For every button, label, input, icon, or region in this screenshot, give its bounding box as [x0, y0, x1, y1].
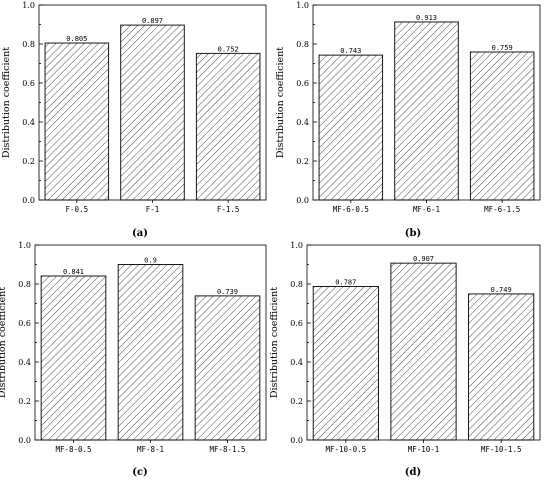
y-tick-label: 0.0 — [290, 436, 303, 445]
bar — [312, 286, 379, 441]
y-tick-label: 0.6 — [296, 79, 309, 88]
bar — [44, 42, 110, 201]
panel-label: (b) — [405, 228, 421, 239]
chart-panel: 0.0 0.2 0.4 0.6 0.8 1.0 Distribution coefficie… — [0, 241, 267, 478]
y-axis-label: Distribution coefficient — [0, 287, 8, 398]
panel-label: (a) — [132, 228, 148, 239]
y-tick-label: 0.8 — [18, 280, 31, 289]
y-tick-label: 1.0 — [22, 1, 35, 10]
y-tick-label: 0.6 — [22, 79, 35, 88]
bar-value-label: 0.841 — [63, 268, 84, 276]
x-tick-label: F-0.5 — [66, 205, 89, 214]
y-tick-label: 0.8 — [296, 40, 309, 49]
x-tick-label: MF-6-1 — [413, 205, 440, 214]
y-tick-label: 0.4 — [22, 118, 35, 127]
y-tick-label: 1.0 — [290, 241, 303, 250]
bar — [390, 262, 457, 441]
y-axis-label: Distribution coefficient — [1, 47, 12, 158]
panel-label: (c) — [132, 467, 148, 478]
bar — [468, 293, 535, 441]
y-axis-label: Distribution coefficient — [275, 47, 286, 158]
y-tick-label: 0.4 — [18, 358, 31, 367]
bar-value-label: 0.743 — [340, 47, 361, 55]
x-tick-label: F-1.5 — [217, 205, 240, 214]
chart-panel: 0.0 0.2 0.4 0.6 0.8 1.0 Distribution coefficie… — [1, 1, 267, 239]
bar-value-label: 0.739 — [217, 288, 238, 296]
y-tick-label: 0.2 — [22, 157, 35, 166]
bar-value-label: 0.752 — [218, 45, 239, 53]
x-tick-label: MF-6-1.5 — [484, 205, 520, 214]
bar — [469, 51, 535, 201]
y-tick-label: 1.0 — [18, 241, 31, 250]
bar — [120, 24, 185, 201]
y-axis-label: Distribution coefficient — [269, 287, 280, 398]
bar-value-label: 0.907 — [413, 255, 434, 263]
y-tick-label: 0.2 — [296, 157, 309, 166]
x-tick-label: MF-8-0.5 — [55, 445, 91, 454]
bar — [394, 21, 459, 201]
y-tick-label: 0.0 — [22, 196, 35, 205]
x-tick-label: MF-10-1 — [408, 445, 440, 454]
bar — [40, 275, 107, 441]
bar — [194, 295, 261, 441]
y-tick-label: 0.2 — [290, 397, 303, 406]
x-tick-label: MF-8-1.5 — [209, 445, 245, 454]
bar-value-label: 0.897 — [142, 17, 163, 25]
bar-value-label: 0.759 — [492, 44, 513, 52]
bar — [117, 264, 184, 441]
x-tick-label: MF-10-0.5 — [326, 445, 367, 454]
bar-value-label: 0.913 — [416, 14, 437, 22]
y-tick-label: 0.0 — [18, 436, 31, 445]
bar-value-label: 0.9 — [144, 257, 157, 265]
bar — [318, 54, 384, 201]
x-tick-label: MF-10-1.5 — [481, 445, 522, 454]
y-tick-label: 0.4 — [296, 118, 309, 127]
y-tick-label: 1.0 — [296, 1, 309, 10]
y-tick-label: 0.6 — [290, 319, 303, 328]
bar-value-label: 0.749 — [491, 286, 512, 294]
x-tick-label: MF-8-1 — [137, 445, 164, 454]
y-tick-label: 0.8 — [22, 40, 35, 49]
y-tick-label: 0.8 — [290, 280, 303, 289]
chart-panel: 0.0 0.2 0.4 0.6 0.8 1.0 Distribution coefficie… — [275, 1, 541, 239]
chart-panel: 0.0 0.2 0.4 0.6 0.8 1.0 Distribution coefficie… — [269, 241, 541, 478]
x-tick-label: MF-6-0.5 — [333, 205, 369, 214]
y-tick-label: 0.6 — [18, 319, 31, 328]
y-tick-label: 0.4 — [290, 358, 303, 367]
y-tick-label: 0.2 — [18, 397, 31, 406]
bar — [195, 52, 261, 201]
x-tick-label: F-1 — [146, 205, 160, 214]
y-tick-label: 0.0 — [296, 196, 309, 205]
bar-value-label: 0.805 — [66, 35, 87, 43]
panel-label: (d) — [405, 467, 421, 478]
bar-value-label: 0.787 — [335, 279, 356, 287]
